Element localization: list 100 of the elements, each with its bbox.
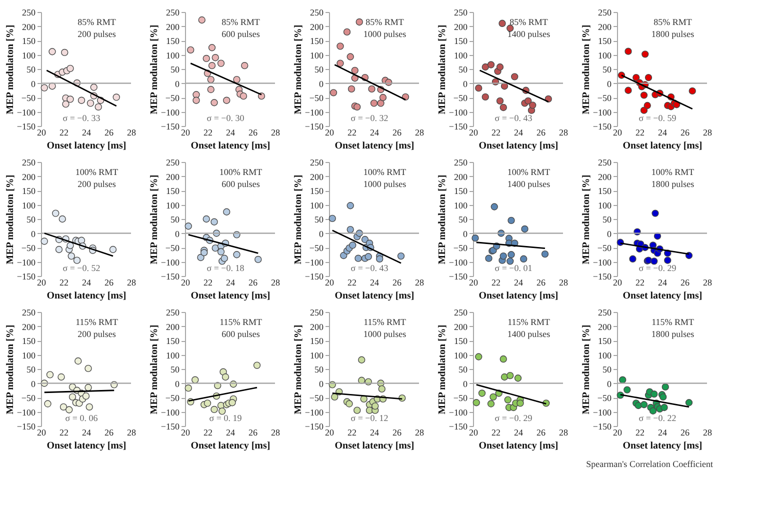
annotation: 1000 pulses [363,179,407,189]
y-tick-label: 150 [598,336,612,346]
x-tick-label: 20 [181,428,190,438]
y-tick-label: 150 [598,186,612,196]
x-tick-label: 22 [636,128,644,138]
annotation: 100% RMT [219,167,263,177]
y-axis-title: MEP modulaton [%] [4,174,16,264]
y-tick-label: 200 [598,22,612,32]
y-tick-label: 250 [454,8,468,18]
x-axis-title: Onset latency [ms] [622,140,702,152]
y-tick-label: 250 [166,308,180,318]
y-tick-label: 150 [454,336,468,346]
y-tick-label: 250 [310,8,324,18]
x-tick-label: 22 [492,428,500,438]
y-tick-label: 0 [175,78,180,89]
annotation: 115% RMT [652,317,695,327]
y-tick-label: 100 [454,350,468,360]
x-axis-title: Onset latency [ms] [622,440,702,452]
x-tick-label: 22 [60,278,68,288]
y-tick-label: 200 [310,322,324,332]
y-tick-label: 100 [166,350,180,360]
annotation: σ = −0. 29 [494,413,533,423]
y-tick-label: −150 [448,122,468,132]
y-axis-title: MEP modulaton [%] [436,324,448,414]
y-tick-label: 200 [598,322,612,332]
y-tick-label: 100 [310,350,324,360]
y-tick-label: 150 [22,36,36,46]
y-tick-label: 50 [458,214,468,224]
annotation: σ = −0. 29 [638,263,677,273]
y-tick-label: −150 [16,422,36,432]
y-tick-label: 0 [31,378,36,389]
y-tick-label: −50 [597,393,612,403]
y-tick-label: 250 [166,8,180,18]
y-tick-label: 0 [463,378,468,389]
annotation: σ = −0. 33 [62,113,101,123]
y-tick-label: 150 [454,186,468,196]
y-tick-label: −100 [592,257,612,268]
y-tick-label: −100 [16,407,36,418]
y-tick-label: −50 [453,393,468,403]
x-tick-label: 20 [469,278,478,288]
x-axis-title: Onset latency [ms] [190,140,270,152]
x-tick-label: 22 [492,128,500,138]
y-tick-label: −100 [448,107,468,118]
annotation: 115% RMT [364,317,407,327]
x-tick-label: 26 [104,128,114,138]
annotation: 115% RMT [508,317,551,327]
y-tick-label: 200 [454,22,468,32]
y-tick-label: 250 [310,308,324,318]
x-tick-label: 20 [37,278,46,288]
x-tick-label: 28 [415,428,424,438]
y-tick-label: −150 [304,422,324,432]
y-tick-label: 50 [458,64,468,74]
y-axis-title: MEP modulaton [%] [580,324,592,414]
y-tick-label: −150 [592,272,612,282]
y-tick-label: −100 [304,407,324,418]
x-tick-label: 20 [325,278,334,288]
y-tick-label: 50 [602,214,612,224]
y-tick-label: −150 [592,422,612,432]
y-tick-label: −50 [165,93,180,103]
x-axis-title: Onset latency [ms] [478,440,558,452]
y-tick-label: 150 [166,186,180,196]
x-tick-label: 24 [514,128,524,138]
y-tick-label: 0 [319,228,324,239]
x-tick-label: 22 [60,428,68,438]
y-tick-label: −100 [592,107,612,118]
y-tick-label: −100 [160,407,180,418]
y-tick-label: −100 [448,257,468,268]
y-tick-label: 200 [454,322,468,332]
text: Spearman's Correlation Coefficient [586,459,714,469]
annotation: 200 pulses [78,29,116,39]
annotation: 1800 pulses [651,329,695,339]
y-tick-label: 50 [602,364,612,374]
x-tick-label: 28 [127,428,136,438]
x-tick-label: 28 [703,428,712,438]
y-tick-label: 100 [598,50,612,60]
x-tick-label: 28 [415,278,424,288]
y-tick-label: 150 [310,186,324,196]
annotation: σ = −0. 18 [206,263,245,273]
y-axis-title: MEP modulaton [%] [292,24,304,114]
y-tick-label: 150 [166,336,180,346]
x-axis-title: Onset latency [ms] [478,290,558,302]
y-tick-label: −100 [304,257,324,268]
y-tick-label: 150 [310,36,324,46]
x-tick-label: 28 [271,128,280,138]
annotation: 85% RMT [222,17,260,27]
annotation: 100% RMT [75,167,119,177]
x-tick-label: 20 [181,278,190,288]
y-axis-title: MEP modulaton [%] [148,24,160,114]
y-tick-label: 0 [319,78,324,89]
y-tick-label: 50 [314,64,324,74]
x-tick-label: 22 [348,278,356,288]
annotation: 100% RMT [507,167,551,177]
y-tick-label: 50 [26,364,36,374]
annotation: 1800 pulses [651,179,695,189]
y-tick-label: 250 [310,158,324,168]
x-tick-label: 26 [248,278,258,288]
annotation: 85% RMT [654,17,692,27]
y-tick-label: 250 [166,158,180,168]
y-tick-label: 0 [319,378,324,389]
x-tick-label: 26 [536,128,546,138]
